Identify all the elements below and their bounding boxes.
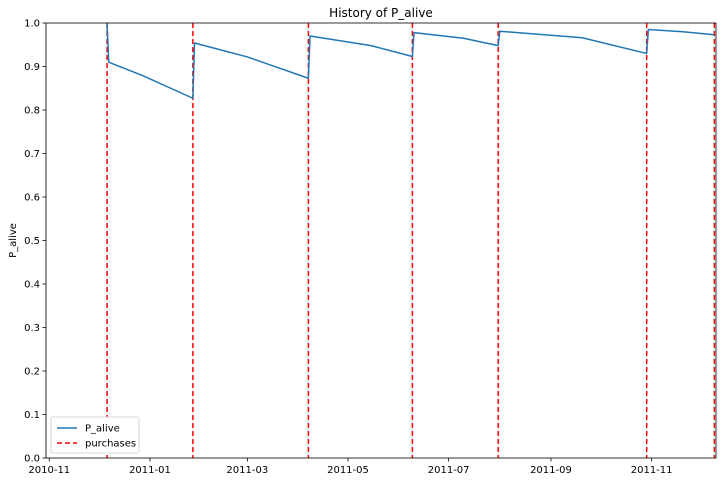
x-axis: 2010-11 2011-01 2011-03 2011-05 2011-07 2011-… <box>28 458 673 476</box>
y-axis: 0.0 0.1 0.2 0.3 0.4 0.5 0.6 0.7 0.8 0.9 1.0 <box>24 19 46 465</box>
x-tick-label: 2011-05 <box>327 465 369 476</box>
p-alive-line <box>106 22 715 99</box>
y-tick-label: 0.9 <box>24 62 40 73</box>
y-tick-label: 1.0 <box>24 19 40 30</box>
x-tick-label: 2011-11 <box>631 465 673 476</box>
y-tick-label: 0.3 <box>24 323 40 334</box>
y-tick-label: 0.7 <box>24 149 40 160</box>
y-axis-label: P_alive <box>8 223 19 258</box>
y-tick-label: 0.5 <box>24 236 40 247</box>
y-tick-label: 0.8 <box>24 106 40 117</box>
y-tick-label: 0.0 <box>24 454 40 465</box>
plot-frame <box>45 22 717 459</box>
x-tick-label: 2010-11 <box>28 465 70 476</box>
y-tick-label: 0.4 <box>24 280 40 291</box>
x-tick-label: 2011-07 <box>428 465 470 476</box>
legend-label-p-alive: P_alive <box>85 424 120 435</box>
purchase-lines <box>106 23 716 458</box>
legend-box <box>50 416 140 454</box>
p-alive-series <box>106 22 715 99</box>
legend: P_alive purchases <box>50 416 140 454</box>
x-tick-label: 2011-01 <box>129 465 171 476</box>
y-tick-label: 0.2 <box>24 367 40 378</box>
y-tick-label: 0.6 <box>24 193 40 204</box>
chart-title: History of P_alive <box>329 6 433 20</box>
x-tick-label: 2011-09 <box>530 465 572 476</box>
x-tick-label: 2011-03 <box>226 465 268 476</box>
legend-label-purchases: purchases <box>85 439 136 450</box>
y-tick-label: 0.1 <box>24 410 40 421</box>
